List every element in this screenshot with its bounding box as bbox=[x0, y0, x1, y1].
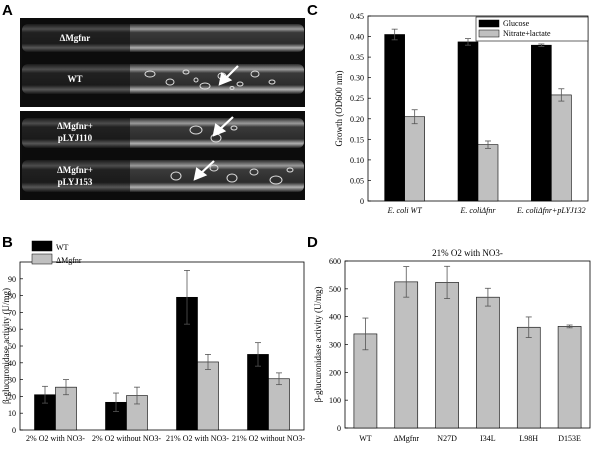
panel-letter-a: A bbox=[2, 2, 13, 19]
bar bbox=[477, 144, 499, 202]
panel-a-photo: ΔMgfnr WT ΔMgfnr+ pLYJ110 ΔMgfnr+ pLYJ15… bbox=[20, 18, 305, 200]
bar bbox=[394, 281, 419, 429]
x-tick-label: 2% O2 without NO3- bbox=[92, 434, 161, 443]
bar bbox=[531, 44, 552, 202]
y-tick-label: 70 bbox=[8, 308, 16, 317]
bubbles-plyj153 bbox=[170, 164, 294, 185]
label-area-top bbox=[20, 18, 130, 107]
legend-swatch bbox=[478, 29, 500, 38]
legend-label: Nitrate+lactate bbox=[503, 29, 551, 38]
tube-label-1: ΔMgfnr bbox=[60, 33, 91, 43]
y-tick-label: 200 bbox=[329, 368, 341, 377]
x-tick-label: D153E bbox=[558, 434, 581, 443]
legend-swatch bbox=[31, 253, 53, 265]
y-tick-label: 400 bbox=[329, 313, 341, 322]
bar bbox=[384, 34, 405, 202]
x-tick-label: 21% O2 without NO3- bbox=[232, 434, 305, 443]
y-tick-label: 80 bbox=[8, 292, 16, 301]
tube-labels: ΔMgfnr WT ΔMgfnr+ pLYJ110 ΔMgfnr+ pLYJ15… bbox=[57, 33, 93, 187]
tube-label-4: ΔMgfnr+ bbox=[57, 165, 93, 175]
arrows bbox=[193, 65, 239, 181]
y-tick-label: 30 bbox=[8, 376, 16, 385]
arrow-head-wt bbox=[218, 72, 233, 86]
chart-b: 0 10 20 30 40 50 60 70 80 90 β-glucuronidase activ… bbox=[1, 240, 305, 443]
y-tick-label: 10 bbox=[8, 409, 16, 418]
bar bbox=[404, 116, 425, 202]
photo-divider bbox=[20, 107, 305, 111]
y-tick-label: 100 bbox=[329, 396, 341, 405]
tube-label-2: WT bbox=[67, 74, 82, 84]
bar bbox=[476, 296, 500, 429]
legend-label: ΔMgfnr bbox=[56, 256, 82, 265]
y-tick-label: 0 bbox=[337, 424, 341, 433]
y-axis-label: β-glucuronidase activity (U/mg) bbox=[313, 286, 323, 402]
y-tick-label: 300 bbox=[329, 341, 341, 350]
x-tick-label: E. coliΔfnr bbox=[460, 206, 497, 215]
x-tick-label: I34L bbox=[480, 434, 496, 443]
y-tick-label: 60 bbox=[8, 325, 16, 334]
bar bbox=[557, 326, 582, 429]
panel-letter-d: D bbox=[307, 234, 318, 251]
tube-label-3-line2: pLYJ110 bbox=[58, 133, 93, 143]
panel-letter-b: B bbox=[2, 234, 13, 251]
legend-swatch bbox=[31, 240, 53, 252]
y-tick-label: 0.25 bbox=[350, 94, 364, 103]
bar bbox=[435, 282, 459, 429]
y-axis-label: β-glucuronidase activity (U/mg) bbox=[1, 288, 11, 404]
plot-frame bbox=[344, 260, 591, 429]
x-tick-label: E. coliΔfnr+pLYJ132 bbox=[516, 206, 586, 215]
arrow-head-plyj110 bbox=[212, 123, 227, 137]
x-tick-label: E. coli WT bbox=[387, 206, 423, 215]
legend-label: Glucose bbox=[503, 19, 530, 28]
x-tick-label: L98H bbox=[519, 434, 538, 443]
y-tick-label: 500 bbox=[329, 285, 341, 294]
legend-swatch bbox=[478, 19, 500, 28]
x-tick-label: 2% O2 with NO3- bbox=[26, 434, 85, 443]
x-tick-label: WT bbox=[359, 434, 372, 443]
y-tick-label: 0.10 bbox=[350, 156, 364, 165]
x-tick-label: ΔMgfnr bbox=[393, 434, 419, 443]
x-tick-label: N27D bbox=[437, 434, 457, 443]
chart-d: 0 100 200 300 400 500 600 β-glucuronidase activ… bbox=[313, 248, 591, 443]
y-tick-label: 50 bbox=[8, 342, 16, 351]
y-tick-label: 600 bbox=[329, 257, 341, 266]
y-tick-label: 0.15 bbox=[350, 135, 364, 144]
y-tick-label: 0 bbox=[360, 197, 364, 206]
y-tick-label: 0.20 bbox=[350, 115, 364, 124]
tube-label-4-line2: pLYJ153 bbox=[58, 177, 93, 187]
bar bbox=[551, 94, 572, 202]
y-tick-label: 0.30 bbox=[350, 74, 364, 83]
panel-letter-c: C bbox=[307, 2, 318, 19]
bar bbox=[197, 361, 219, 431]
y-tick-label: 0.45 bbox=[350, 12, 364, 21]
y-tick-label: 0.05 bbox=[350, 176, 364, 185]
x-tick-label: 21% O2 with NO3- bbox=[166, 434, 229, 443]
legend-label: WT bbox=[56, 243, 69, 252]
arrow-head-plyj153 bbox=[193, 167, 208, 181]
y-tick-label: 20 bbox=[8, 392, 16, 401]
chart-c: 0 0.05 0.10 0.15 0.20 0.25 0.30 0.35 0.40 0.45 Gro… bbox=[334, 12, 589, 215]
tube-label-3: ΔMgfnr+ bbox=[57, 121, 93, 131]
bar bbox=[516, 326, 541, 429]
y-tick-label: 90 bbox=[8, 275, 16, 284]
label-area-bottom bbox=[20, 111, 130, 200]
y-axis-label: Growth (OD600 nm) bbox=[334, 71, 344, 147]
bar bbox=[457, 41, 479, 202]
y-tick-label: 0.40 bbox=[350, 33, 364, 42]
chart-title: 21% O2 with NO3- bbox=[432, 248, 503, 258]
y-tick-label: 40 bbox=[8, 359, 16, 368]
bar bbox=[268, 378, 290, 431]
y-tick-label: 0.35 bbox=[350, 53, 364, 62]
y-tick-label: 0 bbox=[12, 426, 16, 435]
